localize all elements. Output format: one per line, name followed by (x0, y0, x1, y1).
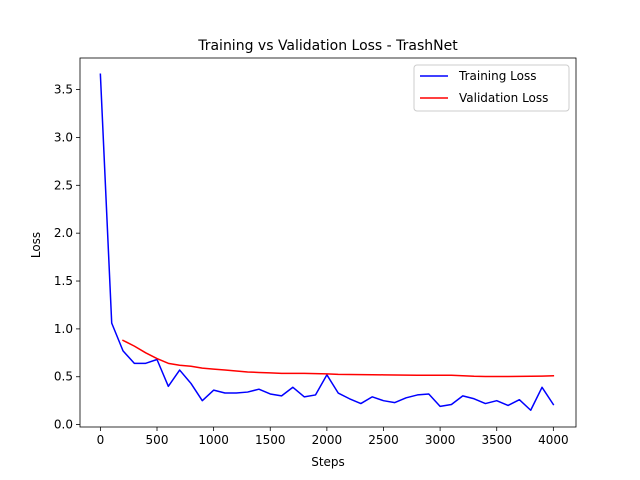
x-tick-label: 1000 (198, 433, 229, 447)
y-tick-label: 0.0 (54, 418, 73, 432)
y-tick-label: 0.5 (54, 370, 73, 384)
x-tick-label: 3500 (481, 433, 512, 447)
chart-title: Training vs Validation Loss - TrashNet (197, 38, 458, 54)
series-line-training-loss (99, 73, 555, 411)
x-tick-label: 2500 (368, 433, 399, 447)
y-tick-label: 3.5 (54, 83, 73, 97)
x-axis: 0 500 1000 1500 2000 2500 3000 3500 4000 (97, 427, 569, 447)
y-tick-label: 1.5 (54, 274, 73, 288)
y-axis-label: Loss (29, 232, 43, 258)
y-tick-label: 3.0 (54, 130, 73, 144)
legend: Training Loss Validation Loss (413, 64, 570, 112)
legend-box (413, 64, 570, 112)
plot-frame (79, 57, 577, 428)
x-axis-label: Steps (311, 455, 345, 469)
x-tick-label: 1500 (255, 433, 286, 447)
series-line-validation-loss (122, 339, 555, 378)
x-tick-label: 2000 (312, 433, 343, 447)
y-tick-label: 2.5 (54, 178, 73, 192)
legend-label-training-loss: Training Loss (458, 69, 536, 83)
x-tick-label: 3000 (425, 433, 456, 447)
y-tick-label: 1.0 (54, 322, 73, 336)
plot-background (80, 58, 576, 427)
x-tick-label: 0 (97, 433, 105, 447)
plot-area (79, 57, 577, 428)
x-tick-label: 4000 (538, 433, 569, 447)
legend-label-validation-loss: Validation Loss (459, 91, 548, 105)
y-tick-label: 2.0 (54, 226, 73, 240)
y-axis: 0.0 0.5 1.0 1.5 2.0 2.5 3.0 3.5 (54, 83, 80, 432)
x-tick-label: 500 (146, 433, 169, 447)
